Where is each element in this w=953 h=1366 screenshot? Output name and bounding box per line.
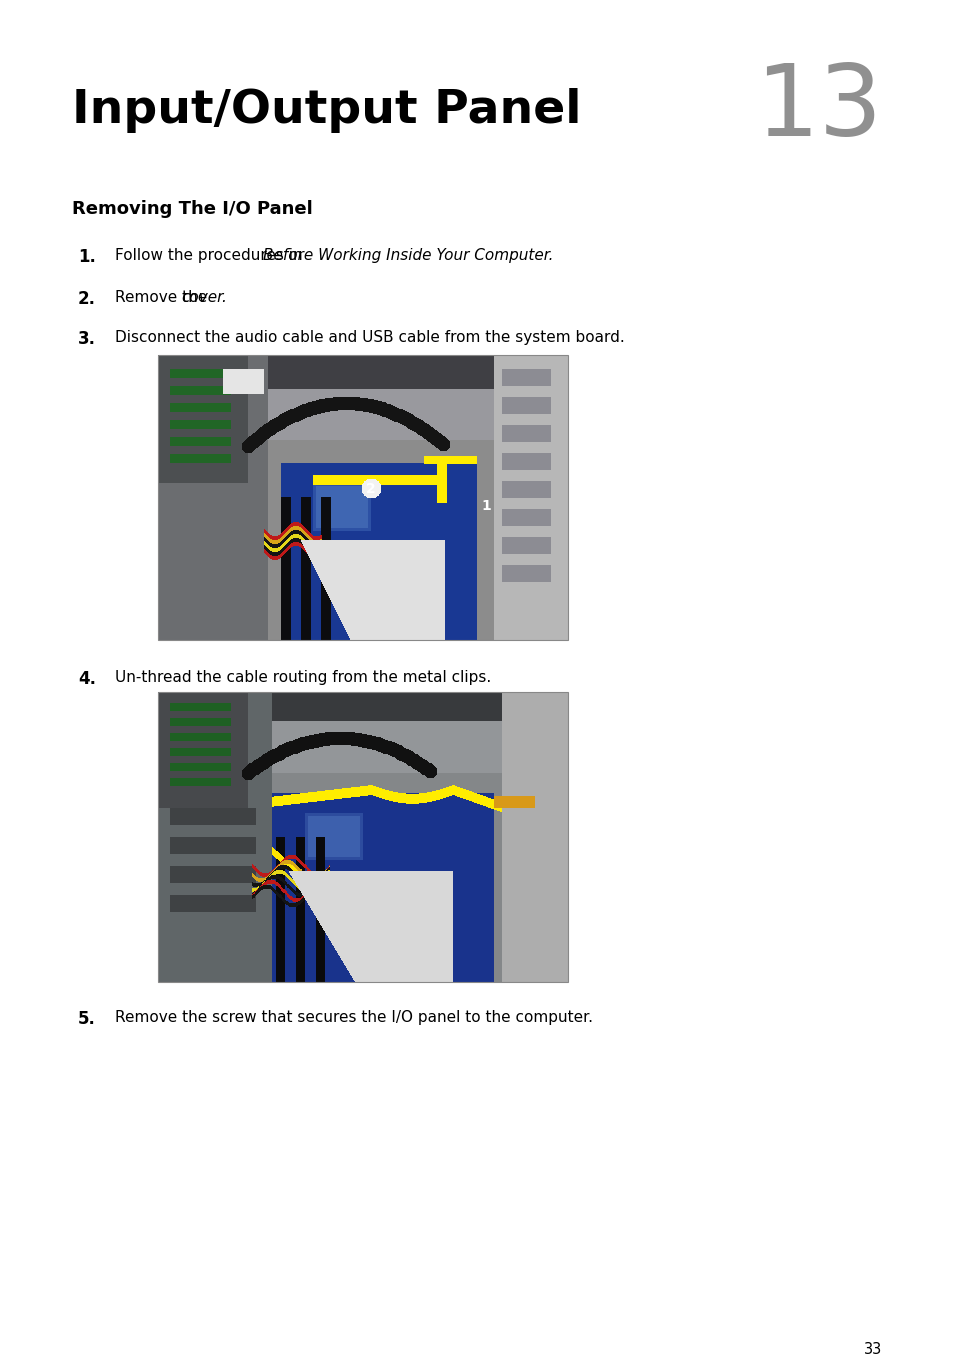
Text: 2.: 2.	[78, 290, 96, 307]
Text: Follow the procedures in: Follow the procedures in	[115, 249, 307, 264]
Text: cover.: cover.	[181, 290, 227, 305]
Bar	[158, 355, 567, 641]
Text: Removing The I/O Panel: Removing The I/O Panel	[71, 199, 313, 219]
Bar	[158, 693, 567, 982]
Text: Remove the screw that secures the I/O panel to the computer.: Remove the screw that secures the I/O pa…	[115, 1009, 593, 1024]
Text: 13: 13	[754, 60, 882, 157]
Text: 2: 2	[366, 482, 375, 496]
Text: 4.: 4.	[78, 669, 96, 688]
Text: Input/Output Panel: Input/Output Panel	[71, 87, 581, 133]
Text: 1: 1	[480, 499, 491, 514]
Text: Remove the: Remove the	[115, 290, 212, 305]
Text: 33: 33	[862, 1341, 882, 1356]
Text: Disconnect the audio cable and USB cable from the system board.: Disconnect the audio cable and USB cable…	[115, 331, 624, 346]
Text: 3.: 3.	[78, 331, 96, 348]
Text: 1.: 1.	[78, 249, 95, 266]
Text: Un-thread the cable routing from the metal clips.: Un-thread the cable routing from the met…	[115, 669, 491, 684]
Text: Before Working Inside Your Computer.: Before Working Inside Your Computer.	[263, 249, 553, 264]
Text: 5.: 5.	[78, 1009, 95, 1029]
